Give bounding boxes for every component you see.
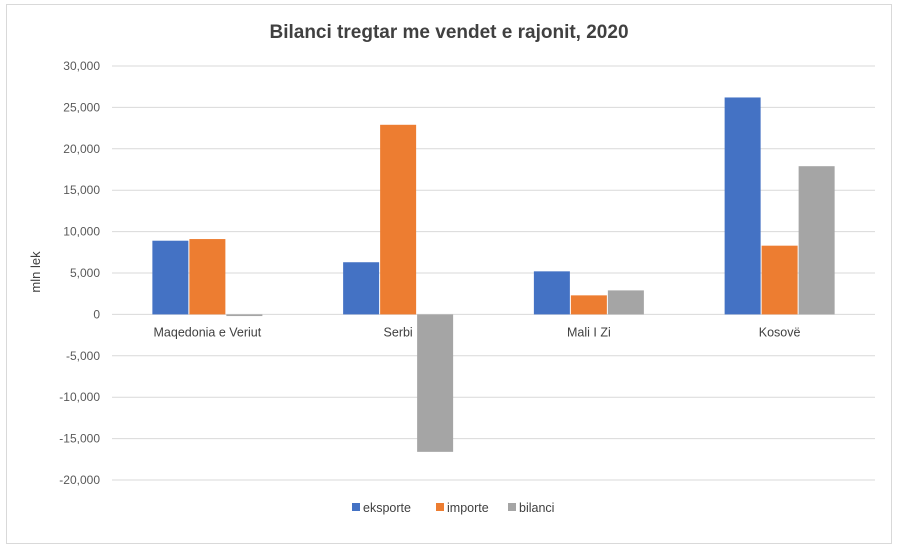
y-tick-label: 20,000	[63, 142, 100, 156]
legend-label-eksporte: eksporte	[363, 501, 411, 515]
legend-swatch-importe	[436, 503, 444, 511]
category-label: Serbi	[384, 325, 413, 339]
category-label: Maqedonia e Veriut	[154, 325, 262, 339]
bar-importe	[570, 295, 607, 315]
legend-swatch-eksporte	[352, 503, 360, 511]
bars	[152, 97, 835, 452]
y-tick-label: 15,000	[63, 183, 100, 197]
category-label: Kosovë	[759, 325, 801, 339]
bar-eksporte	[152, 240, 189, 315]
bar-eksporte	[724, 97, 761, 315]
y-tick-label: -20,000	[59, 473, 100, 487]
chart-title: Bilanci tregtar me vendet e rajonit, 202…	[269, 22, 628, 43]
y-tick-label: -10,000	[59, 390, 100, 404]
y-axis-label: mln lek	[28, 251, 43, 293]
legend-swatch-bilanci	[508, 503, 516, 511]
category-label: Mali I Zi	[567, 325, 611, 339]
bar-importe	[761, 245, 798, 315]
bar-eksporte	[533, 271, 570, 315]
legend-label-importe: importe	[447, 501, 489, 515]
category-labels: Maqedonia e Veriut Serbi Mali I Zi Kosovë	[154, 325, 801, 339]
legend: eksporte importe bilanci	[352, 501, 554, 515]
bar-bilanci	[417, 314, 454, 452]
bar-bilanci	[226, 314, 263, 317]
y-tick-label: -5,000	[66, 349, 100, 363]
bar-importe	[189, 239, 226, 315]
y-tick-label: -15,000	[59, 432, 100, 446]
bar-eksporte	[343, 262, 380, 315]
y-tick-label: 5,000	[70, 266, 100, 280]
bar-bilanci	[607, 290, 644, 315]
y-tick-label: 25,000	[63, 100, 100, 114]
y-tick-label: 0	[93, 307, 100, 321]
y-tick-label: 10,000	[63, 225, 100, 239]
y-tick-label: 30,000	[63, 59, 100, 73]
bar-bilanci	[798, 166, 835, 315]
bar-importe	[380, 124, 417, 315]
legend-label-bilanci: bilanci	[519, 501, 554, 515]
y-tick-labels: 30,000 25,000 20,000 15,000 10,000 5,000 0 -5,0…	[59, 59, 100, 487]
